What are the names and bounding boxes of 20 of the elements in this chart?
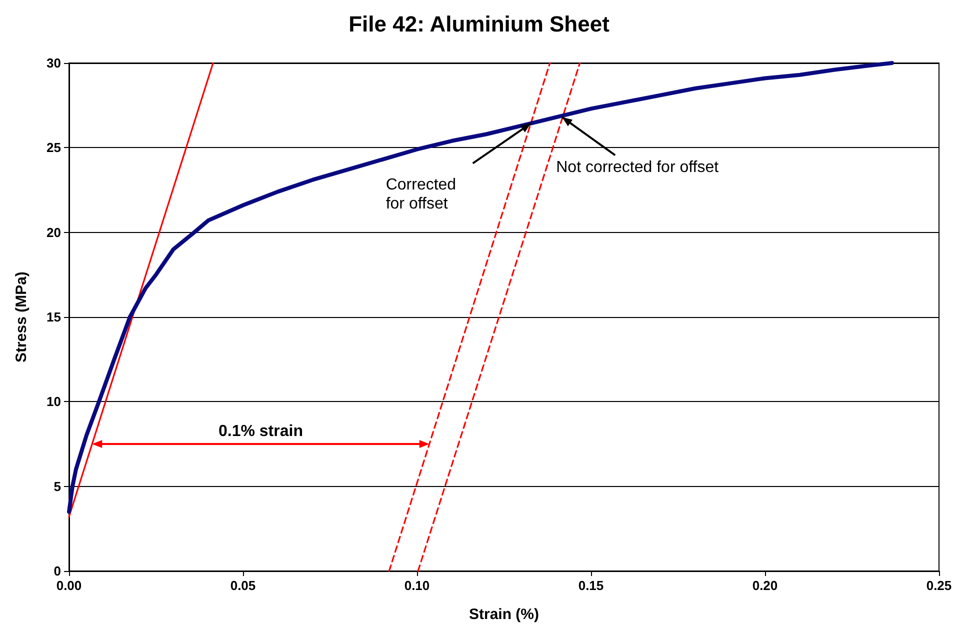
line-series — [67, 61, 894, 514]
y-tick-label: 10 — [46, 394, 61, 410]
y-tick-label: 30 — [46, 56, 61, 70]
x-axis-title: Strain (%) — [468, 606, 540, 623]
x-tick-label: 0.10 — [404, 578, 430, 593]
x-tick-label: 0.00 — [56, 578, 82, 593]
annotation: Not corrected for offset — [556, 159, 720, 176]
x-tick-label: 0.25 — [926, 578, 952, 593]
annotation: Corrected for offset — [386, 176, 456, 212]
x-tick-label: 0.15 — [578, 578, 604, 593]
y-tick-label: 5 — [54, 478, 61, 494]
annotation: 0.1% strain — [218, 423, 303, 440]
x-tick-label: 0.20 — [752, 578, 778, 593]
y-tick-label: 20 — [46, 224, 61, 240]
x-tick-label: 0.05 — [230, 578, 256, 593]
y-tick-label: 15 — [46, 310, 61, 324]
y-axis-title: Stress (MPa) — [13, 272, 30, 362]
y-tick-label: 0 — [54, 564, 61, 578]
chart-title: File 42: Aluminium Sheet — [348, 12, 610, 36]
y-tick-label: 25 — [46, 140, 61, 156]
